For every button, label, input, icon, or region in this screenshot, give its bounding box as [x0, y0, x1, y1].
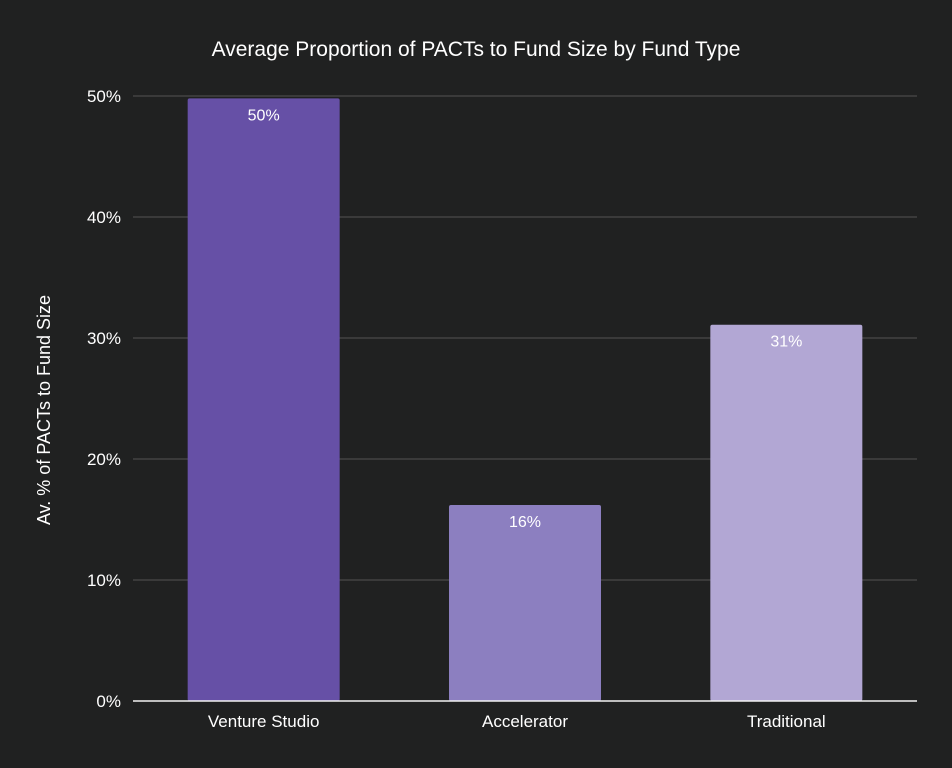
y-tick-label: 50% — [87, 87, 121, 106]
y-axis-ticks: 0% 10% 20% 30% 40% 50% — [87, 87, 121, 711]
x-category-label: Traditional — [747, 712, 826, 731]
x-category-label: Venture Studio — [208, 712, 320, 731]
bar-data-label: 31% — [770, 334, 802, 351]
y-tick-label: 0% — [96, 692, 121, 711]
chart-title: Average Proportion of PACTs to Fund Size… — [212, 38, 741, 61]
y-tick-label: 20% — [87, 450, 121, 469]
bar — [449, 504, 601, 701]
bar-data-label: 50% — [248, 107, 280, 124]
bar — [710, 324, 863, 701]
y-tick-label: 30% — [87, 329, 121, 348]
x-axis-categories: Venture Studio Accelerator Traditional — [208, 712, 826, 731]
x-category-label: Accelerator — [482, 712, 568, 731]
bar — [187, 98, 340, 702]
bar-data-label: 16% — [509, 514, 541, 531]
y-axis-title: Av. % of PACTs to Fund Size — [34, 295, 54, 525]
bars: 50% 16% 31% — [187, 98, 863, 702]
y-tick-label: 10% — [87, 571, 121, 590]
y-tick-label: 40% — [87, 208, 121, 227]
